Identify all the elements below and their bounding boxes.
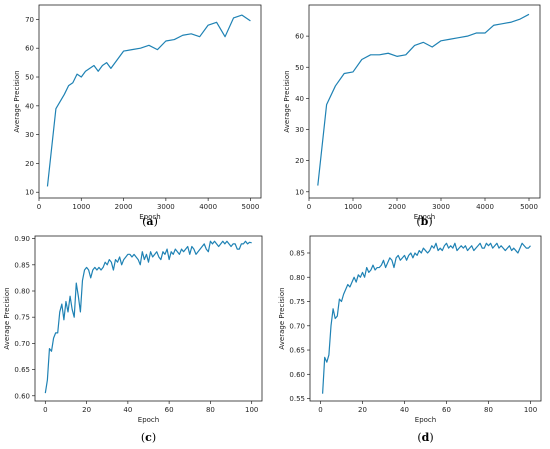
chart-1-xtick-label: 2000: [115, 203, 133, 211]
chart-3-x-axis-label: Epoch: [138, 416, 159, 424]
chart-2-series-line: [317, 13, 530, 186]
chart-3-xtick-label: 40: [123, 406, 132, 414]
chart-2-xtick-label: 5000: [520, 203, 538, 211]
chart-4-xtick-label: 20: [358, 406, 367, 414]
chart-2-x-axis-label: Epoch: [414, 213, 435, 221]
chart-3-xtick-label: 60: [165, 406, 174, 414]
chart-4-y-axis-label: Average Precision: [278, 287, 286, 349]
chart-3: 0 20 40 60 80 100 0.60 0.65 0.70 0.75 0.80 0.85 0.90…: [3, 235, 263, 444]
chart-4-xtick-label: 100: [524, 406, 537, 414]
chart-4-plot-frame: [309, 235, 542, 402]
chart-1-ytick-label: 30: [25, 131, 34, 139]
chart-3-ytick-label: 0.65: [14, 366, 30, 374]
chart-3-xtick-label: 20: [82, 406, 91, 414]
chart-4-xtick-label: 60: [442, 406, 451, 414]
chart-1-x-axis-label: Epoch: [139, 213, 160, 221]
chart-2-ytick-label: 60: [295, 33, 304, 41]
chart-3-xtick-label: 80: [206, 406, 215, 414]
chart-3-series-line: [44, 240, 252, 394]
chart-1-ytick-label: 20: [25, 160, 34, 168]
chart-4-ytick-label: 0.60: [289, 371, 305, 379]
chart-2-xtick-label: 2000: [388, 203, 406, 211]
chart-4-series-line: [322, 242, 531, 394]
chart-3-ytick-label: 0.80: [14, 288, 30, 296]
chart-4-x-axis-label: Epoch: [415, 416, 436, 424]
chart-4-ytick-label: 0.55: [289, 395, 305, 403]
chart-2-y-axis-label: Average Precision: [283, 70, 291, 132]
chart-2-ytick-label: 10: [295, 188, 304, 196]
chart-3-ytick-label: 0.90: [14, 235, 30, 243]
chart-2-ytick-label: 40: [295, 95, 304, 103]
chart-1-xtick-label: 3000: [157, 203, 175, 211]
chart-1-ytick-label: 70: [25, 16, 34, 24]
chart-1-xtick-label: 0: [37, 203, 41, 211]
chart-1-ytick-label: 10: [25, 189, 34, 197]
chart-2-ytick-label: 20: [295, 157, 304, 165]
chart-4-ytick-label: 0.85: [289, 249, 305, 257]
chart-3-ytick-label: 0.70: [14, 340, 30, 348]
chart-4-ytick-label: 0.70: [289, 322, 305, 330]
chart-3-plot-frame: [34, 235, 263, 402]
chart-1-caption: (a): [142, 215, 158, 228]
chart-1: 0 1000 2000 3000 4000 5000 10 20 30 40 50 60 70 Epoch…: [13, 4, 262, 228]
chart-1-xtick-label: 1000: [72, 203, 90, 211]
chart-2-caption: (b): [416, 215, 432, 228]
chart-3-ytick-label: 0.85: [14, 261, 30, 269]
chart-3-ytick-label: 0.75: [14, 314, 30, 322]
chart-4-xtick-label: 80: [484, 406, 493, 414]
chart-2-xtick-label: 3000: [432, 203, 450, 211]
chart-1-ytick-label: 50: [25, 74, 34, 82]
chart-3-y-axis-label: Average Precision: [3, 287, 11, 349]
chart-4: 0 20 40 60 80 100 0.55 0.60 0.65 0.70 0.75 0.80 0.85…: [278, 235, 542, 444]
chart-4-xtick-label: 40: [400, 406, 409, 414]
chart-1-y-axis-label: Average Precision: [13, 70, 21, 132]
chart-4-ytick-label: 0.80: [289, 274, 305, 282]
chart-3-ytick-label: 0.60: [14, 392, 30, 400]
chart-2-xtick-label: 0: [307, 203, 311, 211]
chart-3-xtick-label: 0: [43, 406, 47, 414]
chart-2-ytick-label: 50: [295, 64, 304, 72]
chart-2: 0 1000 2000 3000 4000 5000 10 20 30 40 50 60 Epoch Av…: [283, 4, 541, 228]
chart-4-caption: (d): [417, 431, 433, 444]
chart-2-ytick-label: 30: [295, 126, 304, 134]
chart-3-caption: (c): [141, 431, 156, 444]
chart-3-xtick-label: 100: [245, 406, 258, 414]
chart-1-ytick-label: 60: [25, 45, 34, 53]
chart-1-xtick-label: 5000: [242, 203, 260, 211]
chart-1-xtick-label: 4000: [199, 203, 217, 211]
chart-4-ytick-label: 0.75: [289, 298, 305, 306]
chart-2-xtick-label: 4000: [476, 203, 494, 211]
chart-2-xtick-label: 1000: [344, 203, 362, 211]
chart-1-series-line: [46, 14, 251, 187]
chart-1-ytick-label: 40: [25, 102, 34, 110]
chart-4-ytick-label: 0.65: [289, 347, 305, 355]
chart-4-xtick-label: 0: [318, 406, 322, 414]
chart-1-plot-frame: [38, 4, 262, 199]
chart-2-plot-frame: [308, 4, 541, 199]
